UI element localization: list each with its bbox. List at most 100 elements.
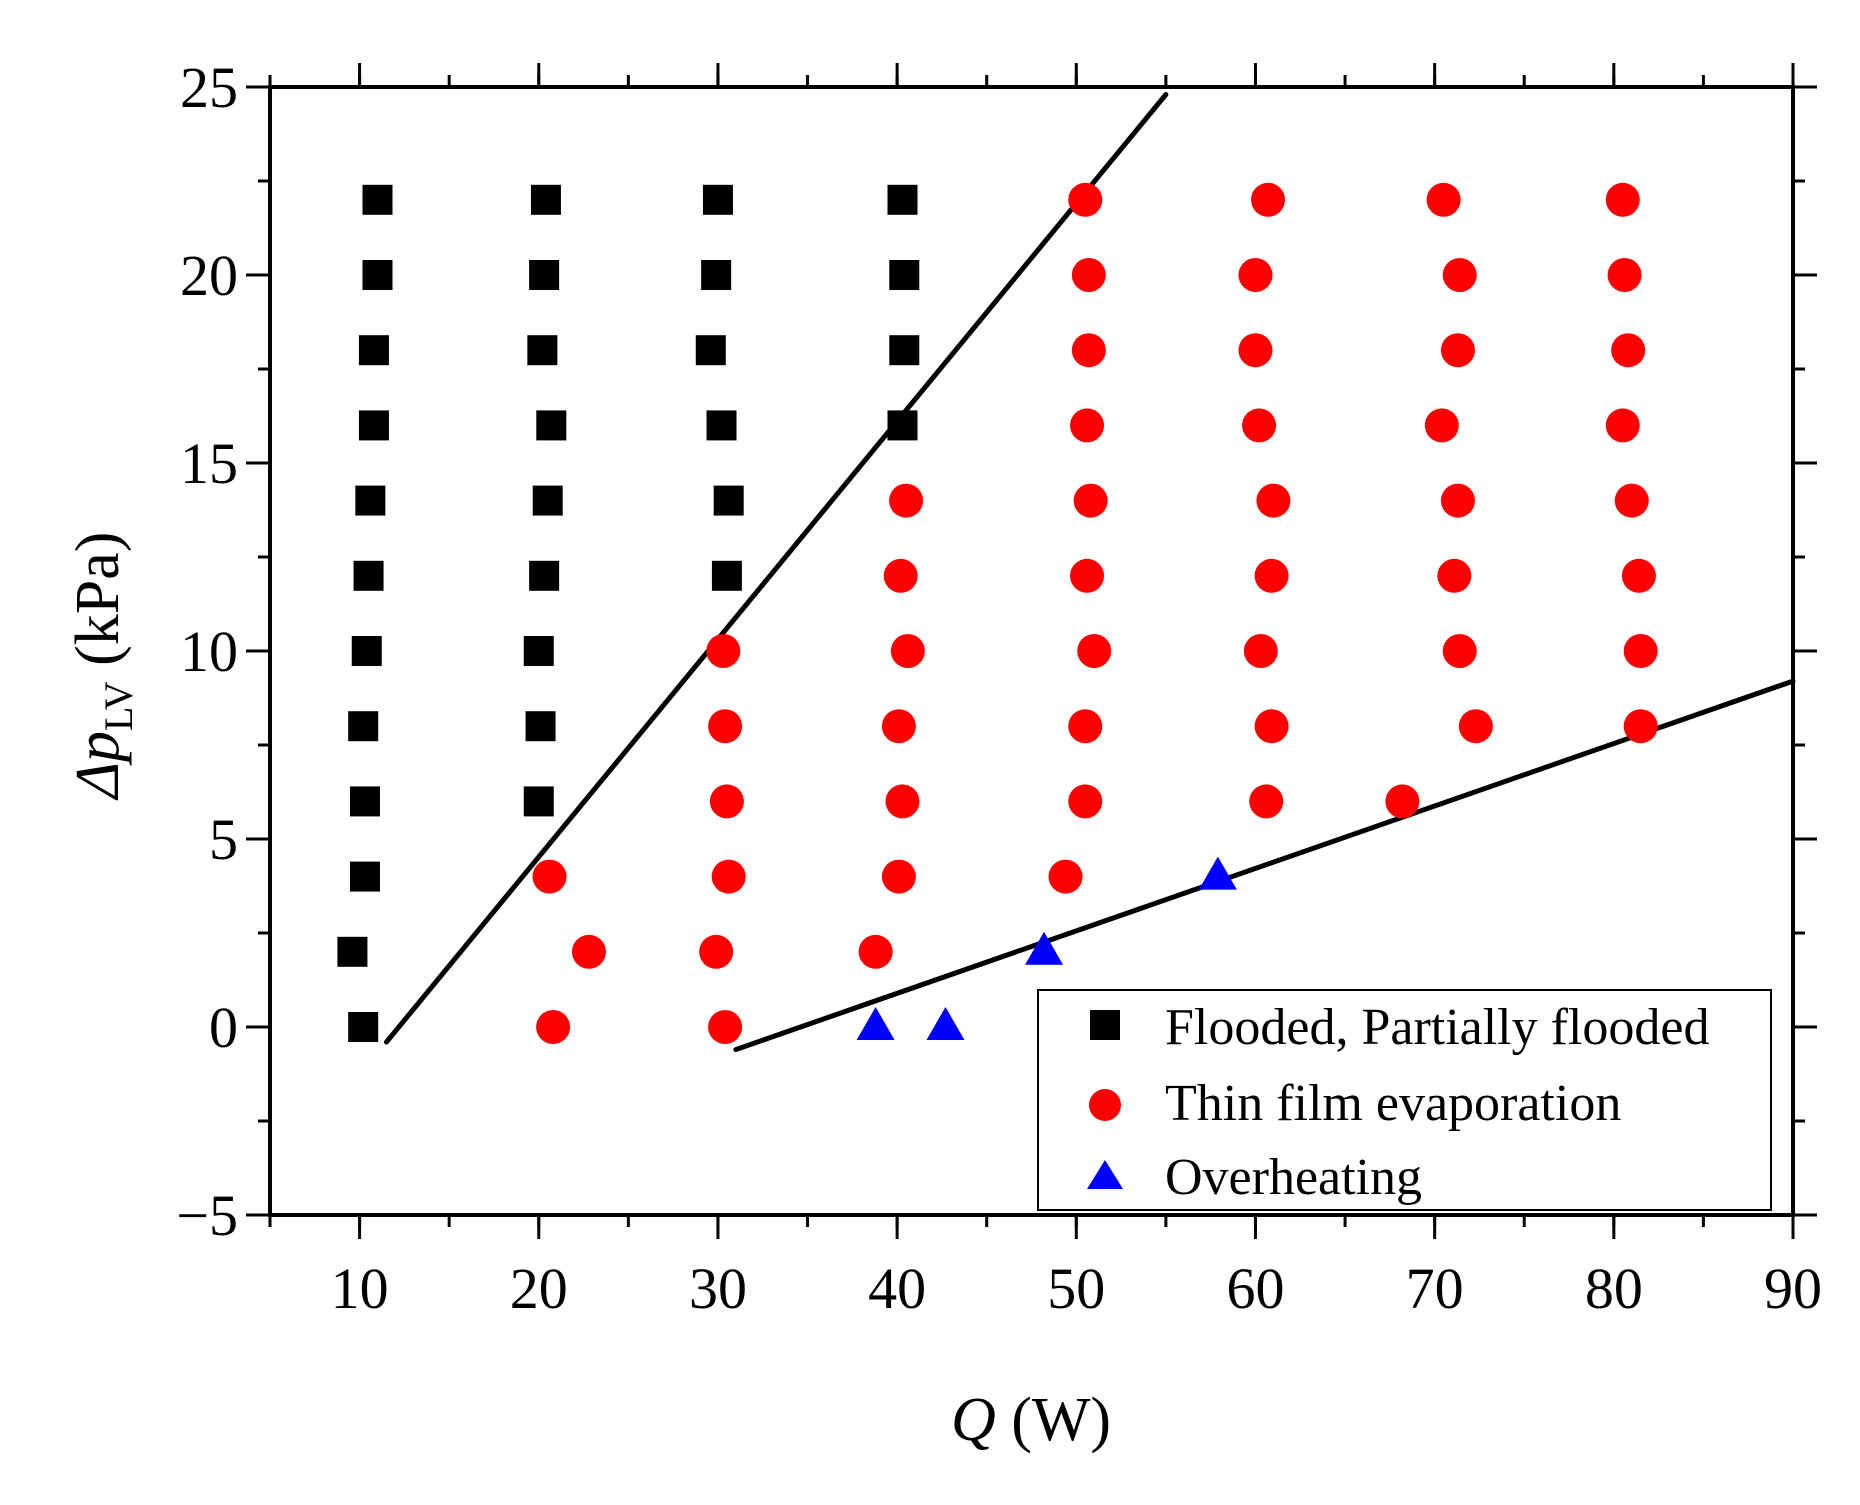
y-axis-label: ΔpLV (kPa) (64, 532, 141, 802)
major-ticks (246, 63, 1817, 1239)
legend-square-icon (1090, 1010, 1120, 1040)
circle-marker (1424, 408, 1459, 443)
circle-marker (1068, 182, 1103, 217)
circle-marker (699, 934, 734, 969)
y-tick-label: 25 (180, 55, 238, 120)
square-marker (362, 260, 393, 290)
x-tick-label: 80 (1585, 1256, 1643, 1321)
circle-marker (536, 1010, 571, 1044)
circle-marker (711, 859, 746, 894)
circle-marker (1256, 483, 1291, 518)
x-tick-label: 30 (689, 1256, 747, 1321)
legend-label-flooded: Flooded, Partially flooded (1165, 999, 1709, 1056)
legend-label-overheating: Overheating (1165, 1149, 1422, 1206)
circle-marker (1048, 859, 1083, 894)
boundary-lines (383, 92, 1796, 1053)
circle-marker (1077, 634, 1112, 668)
circle-marker (1071, 258, 1106, 292)
square-marker (887, 184, 918, 215)
circle-marker (1623, 634, 1658, 668)
y-tick-label: −5 (176, 1183, 238, 1248)
square-marker (695, 335, 726, 366)
circle-marker (532, 859, 567, 894)
y-tick-label: 20 (180, 243, 238, 308)
circle-marker (1070, 408, 1105, 443)
legend: Flooded, Partially flooded Thin film eva… (1037, 989, 1772, 1211)
square-marker (349, 861, 380, 892)
circle-marker (708, 709, 743, 744)
square-marker (532, 485, 563, 516)
y-axis-unit: (kPa) (64, 532, 132, 666)
square-marker (348, 711, 379, 742)
triangle-marker (926, 1007, 965, 1040)
square-marker (523, 636, 554, 666)
circle-marker (1254, 558, 1289, 593)
y-tick-label: 5 (209, 807, 238, 872)
square-marker (351, 636, 382, 666)
y-tick-labels: −5 0 5 10 15 20 25 (176, 55, 238, 1248)
square-marker (337, 936, 368, 967)
x-tick-label: 90 (1764, 1256, 1822, 1321)
square-marker (702, 184, 733, 215)
x-tick-label: 10 (331, 1256, 389, 1321)
square-marker (889, 335, 920, 366)
circle-marker (1249, 784, 1284, 819)
circle-marker (1070, 558, 1105, 593)
square-marker (348, 1012, 379, 1042)
x-axis-var: Q (951, 1386, 996, 1454)
square-marker (889, 260, 920, 290)
circle-marker (881, 709, 916, 744)
circle-marker (1071, 333, 1106, 368)
series-overheating (856, 856, 1237, 1040)
square-marker (701, 260, 732, 290)
circle-marker (1607, 258, 1642, 292)
square-marker (353, 560, 384, 591)
circle-marker (890, 634, 925, 668)
square-marker (536, 410, 567, 441)
circle-marker (1068, 784, 1103, 819)
x-tick-label: 50 (1047, 1256, 1105, 1321)
circle-marker (885, 784, 920, 819)
circle-marker (1458, 709, 1493, 744)
triangle-marker (1025, 931, 1064, 965)
circle-marker (1437, 558, 1472, 593)
circle-marker (1623, 709, 1658, 744)
circle-marker (708, 1010, 743, 1044)
square-marker (525, 711, 556, 742)
legend-triangle-icon (1087, 1160, 1123, 1189)
square-marker (713, 485, 744, 516)
square-marker (706, 410, 737, 441)
y-axis-delta-var: Δp (64, 731, 132, 801)
circle-marker (881, 859, 916, 894)
circle-marker (1385, 784, 1420, 819)
circle-marker (858, 934, 893, 969)
circle-marker (889, 483, 924, 518)
circle-marker (1251, 182, 1286, 217)
circle-marker (1068, 709, 1103, 744)
square-marker (530, 184, 561, 215)
square-marker (529, 260, 560, 290)
circle-marker (1605, 408, 1640, 443)
circle-marker (1426, 182, 1461, 217)
flooding-boundary (383, 92, 1169, 1045)
circle-marker (1073, 483, 1108, 518)
x-tick-labels: 10 20 30 40 50 60 70 80 90 (331, 1256, 1822, 1321)
y-tick-label: 0 (209, 995, 238, 1060)
triangle-marker (1198, 856, 1237, 890)
legend-box (1037, 989, 1772, 1211)
data-markers (337, 182, 1658, 1044)
x-tick-label: 20 (510, 1256, 568, 1321)
triangle-marker (856, 1007, 895, 1040)
circle-marker (1621, 558, 1656, 593)
square-marker (887, 410, 918, 441)
y-tick-label: 15 (180, 431, 238, 496)
y-tick-label: 10 (180, 619, 238, 684)
x-tick-label: 70 (1406, 1256, 1464, 1321)
square-marker (355, 485, 386, 516)
legend-circle-icon (1089, 1089, 1121, 1121)
square-marker (362, 184, 393, 215)
y-axis-subscript: LV (96, 681, 141, 731)
circle-marker (1238, 258, 1273, 292)
circle-marker (709, 784, 744, 819)
